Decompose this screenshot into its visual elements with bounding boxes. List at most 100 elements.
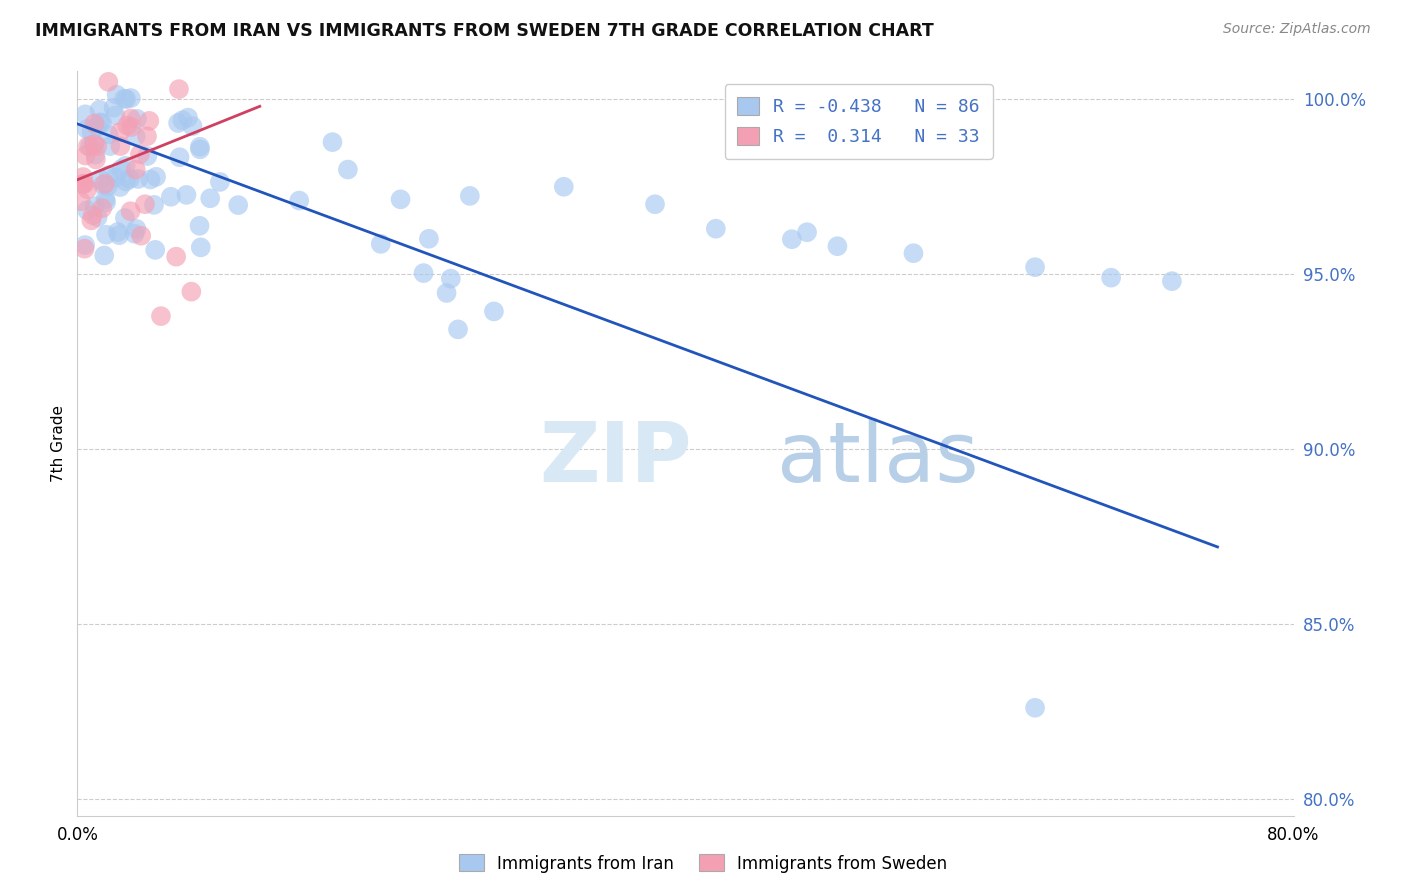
Point — [91, 178, 114, 192]
Point — [160, 190, 183, 204]
Point — [103, 101, 125, 115]
Point — [188, 140, 211, 154]
Point — [143, 198, 166, 212]
Point — [1024, 260, 1046, 275]
Point — [176, 187, 198, 202]
Point — [1024, 700, 1046, 714]
Point — [97, 179, 120, 194]
Point — [167, 116, 190, 130]
Point — [94, 177, 117, 191]
Point — [226, 198, 249, 212]
Point — [134, 197, 156, 211]
Point — [796, 225, 818, 239]
Point — [188, 142, 211, 156]
Point — [321, 135, 343, 149]
Point — [94, 195, 117, 210]
Point — [149, 309, 172, 323]
Point — [704, 221, 727, 235]
Point — [108, 228, 131, 243]
Point — [125, 129, 148, 144]
Point — [447, 322, 470, 336]
Point — [370, 236, 392, 251]
Point — [120, 112, 142, 126]
Point — [75, 238, 97, 252]
Point — [553, 179, 575, 194]
Point — [97, 168, 120, 182]
Point — [125, 162, 148, 177]
Point — [1161, 274, 1184, 288]
Point — [76, 182, 98, 196]
Point — [104, 170, 127, 185]
Point — [139, 172, 162, 186]
Point — [181, 119, 204, 133]
Point — [114, 211, 136, 225]
Point — [136, 129, 159, 144]
Point — [125, 112, 148, 126]
Text: Source: ZipAtlas.com: Source: ZipAtlas.com — [1223, 22, 1371, 37]
Point — [73, 242, 96, 256]
Point — [903, 246, 925, 260]
Point — [93, 248, 115, 262]
Text: atlas: atlas — [776, 418, 979, 500]
Point — [86, 211, 108, 225]
Point — [94, 227, 117, 242]
Point — [172, 113, 194, 128]
Point — [115, 92, 138, 106]
Point — [73, 177, 96, 191]
Point — [482, 304, 505, 318]
Point — [108, 180, 131, 194]
Point — [124, 227, 146, 241]
Point — [436, 285, 458, 300]
Point — [129, 228, 152, 243]
Point — [118, 172, 141, 186]
Point — [412, 266, 434, 280]
Point — [169, 150, 191, 164]
Point — [75, 148, 97, 162]
Point — [190, 240, 212, 254]
Point — [165, 250, 187, 264]
Point — [115, 119, 138, 133]
Point — [180, 285, 202, 299]
Point — [288, 194, 311, 208]
Point — [84, 153, 107, 167]
Point — [114, 159, 136, 173]
Point — [83, 137, 105, 152]
Point — [69, 194, 91, 209]
Point — [83, 199, 105, 213]
Point — [83, 117, 105, 131]
Point — [1099, 270, 1122, 285]
Point — [84, 147, 107, 161]
Point — [108, 125, 131, 139]
Point — [90, 172, 112, 186]
Point — [167, 82, 190, 96]
Point — [97, 128, 120, 142]
Point — [827, 239, 849, 253]
Point — [89, 115, 111, 129]
Point — [110, 139, 132, 153]
Point — [91, 201, 114, 215]
Point — [82, 208, 104, 222]
Point — [145, 169, 167, 184]
Point — [83, 136, 105, 151]
Point — [121, 120, 143, 134]
Point — [112, 92, 135, 106]
Point — [136, 149, 159, 163]
Text: IMMIGRANTS FROM IRAN VS IMMIGRANTS FROM SWEDEN 7TH GRADE CORRELATION CHART: IMMIGRANTS FROM IRAN VS IMMIGRANTS FROM … — [35, 22, 934, 40]
Legend: Immigrants from Iran, Immigrants from Sweden: Immigrants from Iran, Immigrants from Sw… — [451, 847, 955, 880]
Point — [440, 271, 463, 285]
Point — [120, 91, 142, 105]
Point — [389, 192, 412, 206]
Point — [336, 162, 359, 177]
Point — [104, 108, 127, 122]
Point — [107, 225, 129, 239]
Point — [98, 139, 121, 153]
Point — [86, 139, 108, 153]
Point — [780, 232, 803, 246]
Point — [127, 172, 149, 186]
Point — [89, 103, 111, 117]
Point — [644, 197, 666, 211]
Point — [114, 174, 136, 188]
Point — [76, 122, 98, 136]
Point — [418, 232, 440, 246]
Legend: R = -0.438   N = 86, R =  0.314   N = 33: R = -0.438 N = 86, R = 0.314 N = 33 — [724, 84, 993, 159]
